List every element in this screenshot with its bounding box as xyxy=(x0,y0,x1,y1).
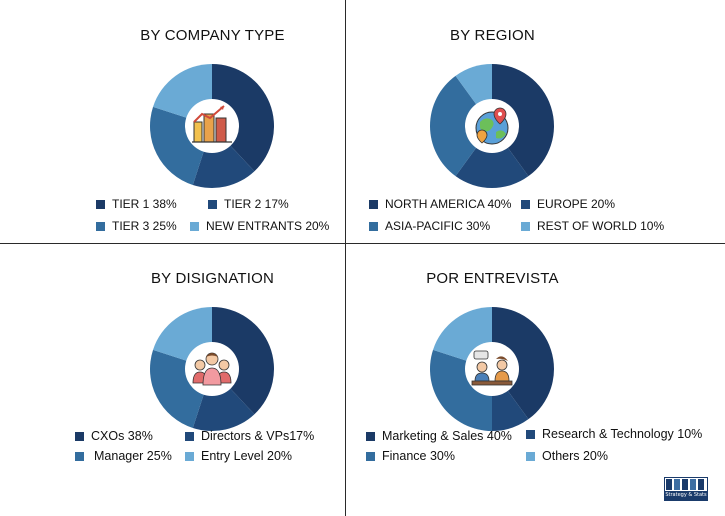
horizontal-divider xyxy=(0,243,725,244)
interview-icon xyxy=(471,350,513,386)
legend-swatch xyxy=(521,199,530,209)
legend-swatch xyxy=(190,221,199,231)
legend-label: Others 20% xyxy=(542,449,609,463)
legend-swatch xyxy=(521,221,530,231)
legend-swatch xyxy=(526,429,535,439)
legend-swatch xyxy=(208,199,217,209)
vertical-divider xyxy=(345,0,346,516)
legend-label: ASIA-PACIFIC 30% xyxy=(385,219,491,233)
legend-label: TIER 2 17% xyxy=(224,197,289,211)
legend-item: Manager 25% xyxy=(75,449,172,463)
legend-item: Research & Technology 10% xyxy=(526,427,702,441)
legend-label: TIER 1 38% xyxy=(112,197,177,211)
donut-slice-cxos xyxy=(212,307,274,415)
building-growth-icon xyxy=(192,105,232,143)
legend-item: Others 20% xyxy=(526,449,608,463)
legend-label: Marketing & Sales 40% xyxy=(382,429,512,443)
legend-swatch xyxy=(526,451,535,461)
legend-label: REST OF WORLD 10% xyxy=(537,219,665,233)
legend-item: TIER 2 17% xyxy=(208,197,289,211)
legend-label: Entry Level 20% xyxy=(201,449,293,463)
legend-item: TIER 3 25% xyxy=(96,219,177,233)
donut-chart xyxy=(150,64,274,188)
legend-swatch xyxy=(369,199,378,209)
company-logo: Strategy & Stats xyxy=(664,477,708,501)
chart-title: POR ENTREVISTA xyxy=(426,270,559,287)
globe-pin-icon xyxy=(475,107,509,145)
legend-item: CXOs 38% xyxy=(75,429,153,443)
chart-panel-interview: POR ENTREVISTA Marketing & Sales 40% Res… xyxy=(320,243,702,486)
legend-swatch xyxy=(96,221,105,231)
chart-title: BY REGION xyxy=(450,27,535,44)
chart-title: BY COMPANY TYPE xyxy=(140,27,285,44)
legend-item: Entry Level 20% xyxy=(185,449,292,463)
legend-item: REST OF WORLD 10% xyxy=(521,219,664,233)
chart-panel-designation: BY DISIGNATION CXOs 38% Directors & VPs1… xyxy=(40,243,385,486)
legend-label: NEW ENTRANTS 20% xyxy=(206,219,330,233)
legend-swatch xyxy=(75,451,84,461)
donut-slice-asia-pacific xyxy=(430,75,492,177)
legend-swatch xyxy=(75,431,84,441)
donut-chart xyxy=(430,307,554,431)
legend-label: NORTH AMERICA 40% xyxy=(385,197,512,211)
people-group-icon xyxy=(192,352,232,386)
donut-chart xyxy=(150,307,274,431)
legend-swatch xyxy=(96,199,105,209)
chart-title: BY DISIGNATION xyxy=(150,270,275,287)
legend-label: TIER 3 25% xyxy=(112,219,177,233)
legend-item: Finance 30% xyxy=(366,449,455,463)
legend-label: Finance 30% xyxy=(382,449,455,463)
legend-item: NORTH AMERICA 40% xyxy=(369,197,511,211)
chart-panel-company-type: BY COMPANY TYPE TIER 1 38% TIER 2 17% TI… xyxy=(40,0,385,243)
company-logo-icon xyxy=(665,478,707,491)
legend-label: Manager 25% xyxy=(94,449,172,463)
legend-label: EUROPE 20% xyxy=(537,197,616,211)
legend-item: EUROPE 20% xyxy=(521,197,615,211)
legend-label: Research & Technology 10% xyxy=(542,427,703,441)
legend-item: Marketing & Sales 40% xyxy=(366,429,512,443)
legend-swatch xyxy=(366,431,375,441)
legend-item: TIER 1 38% xyxy=(96,197,177,211)
legend-swatch xyxy=(185,451,194,461)
legend-swatch xyxy=(369,221,378,231)
legend-swatch xyxy=(185,431,194,441)
legend-swatch xyxy=(366,451,375,461)
legend-label: Directors & VPs17% xyxy=(201,429,315,443)
donut-slice-north-america xyxy=(492,64,554,177)
donut-slice-marketing-sales xyxy=(492,307,554,420)
legend-item: ASIA-PACIFIC 30% xyxy=(369,219,490,233)
donut-chart xyxy=(430,64,554,188)
legend-item: NEW ENTRANTS 20% xyxy=(190,219,329,233)
legend-item: Directors & VPs17% xyxy=(185,429,314,443)
chart-panel-region: BY REGION NORTH AMERICA 40% EUROPE 20% A… xyxy=(320,0,665,243)
legend-label: CXOs 38% xyxy=(91,429,153,443)
donut-slice-europe xyxy=(455,126,529,188)
logo-text: Strategy & Stats xyxy=(665,491,707,500)
donut-center xyxy=(465,342,519,396)
donut-slice-tier-1 xyxy=(212,64,274,172)
